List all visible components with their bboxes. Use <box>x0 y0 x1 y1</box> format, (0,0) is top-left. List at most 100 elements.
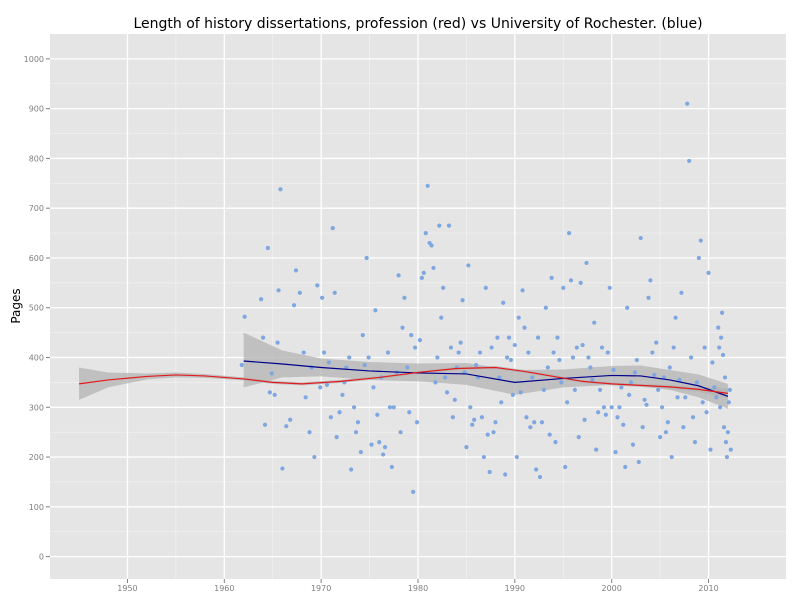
data-point <box>623 464 628 470</box>
data-point <box>516 315 521 320</box>
data-point <box>706 270 711 276</box>
data-point <box>628 380 634 385</box>
data-point <box>355 420 361 425</box>
data-point <box>630 442 636 447</box>
data-point <box>621 422 626 427</box>
data-point <box>607 285 612 290</box>
data-point <box>617 405 622 410</box>
y-tick-label: 800 <box>29 154 44 163</box>
data-point <box>381 452 386 457</box>
data-point <box>518 390 523 395</box>
data-point <box>543 305 548 310</box>
data-point <box>411 489 416 494</box>
y-tick-label: 900 <box>29 105 44 114</box>
data-point <box>491 430 496 435</box>
data-point <box>373 308 378 313</box>
data-point <box>719 310 725 315</box>
data-point <box>514 454 519 460</box>
data-point <box>512 342 517 348</box>
data-point <box>642 397 647 402</box>
data-point <box>694 380 700 385</box>
data-point <box>524 415 529 420</box>
data-point <box>690 415 696 420</box>
data-point <box>724 454 730 460</box>
data-point <box>351 405 357 410</box>
data-point <box>414 420 420 425</box>
y-tick-label: 300 <box>29 403 44 412</box>
data-point <box>574 345 579 350</box>
x-tick-label: 2000 <box>602 584 622 593</box>
data-point <box>663 430 669 435</box>
data-point <box>592 320 597 325</box>
data-points <box>239 101 733 494</box>
data-point <box>448 345 454 350</box>
data-point <box>681 425 686 430</box>
data-point <box>412 345 418 350</box>
data-point <box>347 355 352 360</box>
data-point <box>696 255 701 261</box>
data-point <box>656 387 661 392</box>
data-point <box>596 410 601 415</box>
data-point <box>293 268 299 273</box>
data-point <box>677 377 682 383</box>
data-point <box>578 280 583 285</box>
data-point <box>722 375 728 380</box>
smooth-lines <box>78 360 729 397</box>
data-point <box>584 260 589 266</box>
data-point <box>667 365 672 370</box>
data-point <box>719 335 724 340</box>
data-point <box>658 435 663 440</box>
data-point <box>332 290 337 295</box>
data-point <box>535 335 541 340</box>
data-point <box>534 467 539 472</box>
data-point <box>497 375 502 380</box>
data-point <box>242 314 247 319</box>
data-point <box>547 432 552 437</box>
data-point <box>539 420 545 425</box>
data-point <box>389 464 394 470</box>
data-point <box>419 275 424 280</box>
chart-title: Length of history dissertations, profess… <box>133 16 702 32</box>
data-point <box>613 449 618 455</box>
data-point <box>417 337 423 343</box>
data-point <box>650 350 655 355</box>
data-point <box>530 375 535 380</box>
data-point <box>468 405 473 410</box>
data-point <box>495 335 500 340</box>
data-point <box>725 430 730 435</box>
data-point <box>371 385 376 390</box>
data-point <box>636 459 641 465</box>
data-point <box>727 387 732 392</box>
data-point <box>280 466 285 471</box>
data-point <box>382 445 388 450</box>
data-point <box>615 415 620 420</box>
data-point <box>446 223 452 228</box>
data-point <box>360 333 365 338</box>
data-point <box>407 410 412 415</box>
data-point <box>526 350 531 355</box>
x-axis-ticks: 1950 1960 1970 1980 1990 2000 2010 <box>117 579 719 593</box>
data-point <box>580 342 585 348</box>
data-point <box>259 297 264 302</box>
data-point <box>499 400 504 405</box>
data-point <box>555 335 560 340</box>
data-point <box>563 464 568 470</box>
data-point <box>559 380 564 385</box>
y-tick-label: 600 <box>29 254 44 263</box>
data-point <box>435 355 440 360</box>
data-point <box>627 392 632 397</box>
data-point <box>400 325 405 330</box>
confidence-band <box>243 332 728 409</box>
data-point <box>704 410 709 415</box>
data-point <box>450 415 455 420</box>
data-point <box>321 350 327 355</box>
data-point <box>272 392 277 397</box>
data-point <box>634 357 639 363</box>
data-point <box>425 183 430 188</box>
data-point <box>644 402 649 407</box>
data-point <box>728 447 733 452</box>
data-point <box>582 417 587 422</box>
data-point <box>619 385 624 390</box>
data-point <box>375 412 380 417</box>
data-point <box>510 392 516 397</box>
